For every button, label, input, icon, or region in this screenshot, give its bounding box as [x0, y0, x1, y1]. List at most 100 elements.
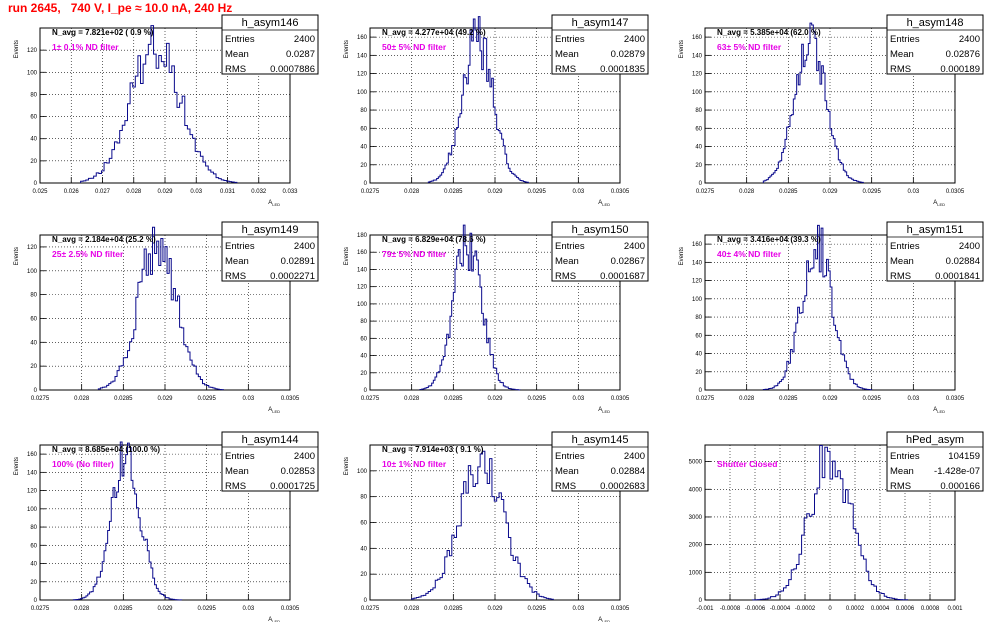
- y-tick-label: 140: [357, 53, 368, 59]
- y-tick-label: 40: [360, 354, 367, 360]
- filter-note: 10± 1% ND filter: [382, 459, 447, 469]
- x-tick-label: -0.0008: [720, 606, 741, 612]
- stats-entries-value: 2400: [959, 241, 980, 252]
- x-tick-label: 0.029: [157, 396, 173, 402]
- y-tick-label: 160: [357, 35, 368, 41]
- stats-entries-label: Entries: [225, 451, 255, 462]
- filter-note: 79± 5% ND filter: [382, 249, 447, 259]
- x-tick-label: 0.03: [572, 396, 584, 402]
- y-tick-label: 40: [360, 546, 367, 552]
- stats-rms-value: 0.0001725: [270, 481, 315, 492]
- y-axis-label: Events: [344, 247, 350, 265]
- navg-label: N_avg = 5.385e+04 (62.0 %): [717, 28, 821, 37]
- x-tick-label: 0.029: [157, 606, 173, 612]
- x-tick-label: 0.028: [74, 606, 90, 612]
- filter-note: Shutter Closed: [717, 459, 777, 469]
- y-tick-label: 180: [357, 233, 368, 239]
- x-tick-label: 0.0305: [946, 396, 965, 402]
- navg-label: N_avg = 2.184e+04 (25.2 %): [52, 235, 156, 244]
- y-tick-label: 80: [695, 108, 702, 114]
- x-tick-label: 0.0275: [361, 396, 380, 402]
- stats-box: [551, 14, 649, 75]
- x-tick-label: 0.0305: [611, 189, 630, 195]
- stats-mean-label: Mean: [890, 49, 914, 60]
- y-tick-label: 40: [360, 145, 367, 151]
- x-tick-label: 0.0285: [779, 396, 798, 402]
- stats-rms-value: 0.0002683: [600, 481, 645, 492]
- stats-rms-value: 0.0001841: [935, 271, 980, 282]
- histogram-pad-h_asym151: 0.0275 0.028 0.0285 0.029 0.0295 0.03 0.0305 0 2…: [679, 221, 984, 414]
- x-tick-label: 0.03: [242, 606, 254, 612]
- x-tick-label: 0.029: [822, 189, 838, 195]
- x-tick-label: 0.028: [126, 189, 142, 195]
- y-tick-label: 160: [692, 242, 703, 248]
- x-tick-label: 0.031: [220, 189, 236, 195]
- y-tick-label: 140: [357, 267, 368, 273]
- stats-entries-value: 2400: [294, 241, 315, 252]
- histogram-title: hPed_asym: [906, 434, 964, 446]
- histogram-line: [97, 226, 224, 391]
- y-tick-label: 0: [364, 598, 368, 604]
- y-tick-label: 80: [30, 525, 37, 531]
- navg-label: N_avg = 8.685e+04 (100.0 %): [52, 445, 160, 454]
- histogram-pad-h_asym144: 0.0275 0.028 0.0285 0.029 0.0295 0.03 0.0305 0 2…: [14, 431, 319, 622]
- y-tick-label: 40: [30, 340, 37, 346]
- y-tick-label: 60: [695, 126, 702, 132]
- stats-entries-label: Entries: [555, 451, 585, 462]
- filter-note: 50± 5% ND filter: [382, 42, 447, 52]
- x-tick-label: 0.029: [822, 396, 838, 402]
- stats-box: [221, 221, 319, 282]
- y-tick-label: 0: [699, 388, 703, 394]
- x-tick-label: 0.0008: [921, 606, 940, 612]
- x-axis-label: ALED: [268, 200, 280, 207]
- stats-rms-label: RMS: [225, 64, 246, 75]
- x-tick-label: 0.025: [32, 189, 48, 195]
- x-axis-label: ALED: [268, 617, 280, 622]
- stats-entries-value: 104159: [948, 451, 980, 462]
- x-tick-label: 0.0275: [31, 396, 50, 402]
- stats-entries-label: Entries: [890, 451, 920, 462]
- y-tick-label: 100: [27, 269, 38, 275]
- x-tick-label: -0.001: [696, 606, 714, 612]
- y-tick-label: 100: [692, 90, 703, 96]
- x-tick-label: 0.0295: [527, 606, 546, 612]
- stats-rms-value: 0.0001835: [600, 64, 645, 75]
- stats-rms-label: RMS: [890, 481, 911, 492]
- y-tick-label: 160: [692, 35, 703, 41]
- x-tick-label: -0.0002: [795, 606, 816, 612]
- stats-rms-label: RMS: [555, 64, 576, 75]
- filter-note: 100% (No filter): [52, 459, 114, 469]
- x-tick-label: 0.028: [404, 396, 420, 402]
- x-tick-label: 0.028: [404, 606, 420, 612]
- y-tick-label: 160: [27, 452, 38, 458]
- y-axis-label: Events: [344, 457, 350, 475]
- stats-rms-label: RMS: [890, 271, 911, 282]
- stats-rms-value: 0.000166: [940, 481, 980, 492]
- stats-mean-value: 0.02884: [946, 256, 980, 267]
- histogram-line: [72, 441, 183, 601]
- y-tick-label: 140: [692, 260, 703, 266]
- run-title: run 2645, 740 V, I_pe ≈ 10.0 nA, 240 Hz: [8, 1, 233, 15]
- histogram-pad-h_asym147: 0.0275 0.028 0.0285 0.029 0.0295 0.03 0.0305 0 2…: [344, 14, 649, 207]
- y-tick-label: 0: [34, 181, 38, 187]
- histogram-title: h_asym150: [572, 224, 629, 236]
- x-tick-label: 0.0285: [444, 396, 463, 402]
- stats-mean-label: Mean: [555, 466, 579, 477]
- y-tick-label: 120: [357, 72, 368, 78]
- stats-entries-label: Entries: [225, 34, 255, 45]
- y-tick-label: 60: [360, 521, 367, 527]
- x-tick-label: 0.0285: [114, 396, 133, 402]
- stats-box: [221, 14, 319, 75]
- stats-mean-value: 0.0287: [286, 49, 315, 60]
- y-tick-label: 20: [695, 370, 702, 376]
- y-tick-label: 60: [30, 543, 37, 549]
- navg-label: N_avg = 6.829e+04 (78.6 %): [382, 235, 486, 244]
- y-tick-label: 120: [357, 285, 368, 291]
- histogram-line: [411, 450, 554, 600]
- x-tick-label: 0.029: [487, 396, 503, 402]
- filter-note: 25± 2.5% ND filter: [52, 249, 124, 259]
- stats-box: [551, 431, 649, 492]
- stats-entries-label: Entries: [225, 241, 255, 252]
- stats-box: [886, 14, 984, 75]
- y-tick-label: 100: [27, 70, 38, 76]
